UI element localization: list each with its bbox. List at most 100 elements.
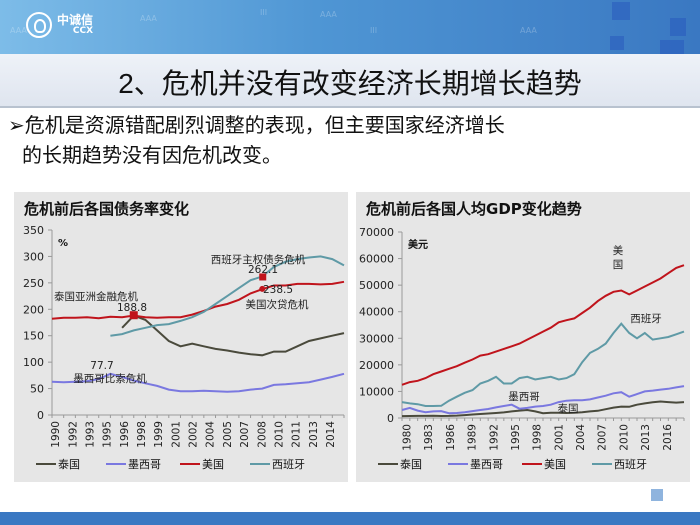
header-banner: AAA AAA III AAA III AAA 中诚信 CCX [0, 0, 700, 54]
x-tick-label: 1999 [153, 421, 165, 448]
y-tick-label: 150 [23, 330, 44, 343]
x-tick-label: 2001 [170, 421, 182, 448]
chart-annotation: 泰国 [558, 402, 579, 415]
x-tick-label: 1998 [136, 421, 148, 448]
x-tick-label: 2016 [662, 424, 674, 451]
title-bar: 2、危机并没有改变经济长期增长趋势 [0, 54, 700, 108]
legend-label: 墨西哥 [470, 458, 503, 471]
header-decoration: AAA [10, 26, 27, 35]
legend-label: 美国 [202, 458, 224, 471]
series-line-spain [110, 255, 345, 337]
x-tick-label: 2010 [273, 421, 285, 448]
crisis-marker [259, 285, 266, 292]
x-tick-label: 1993 [85, 421, 97, 448]
x-tick-label: 1980 [402, 424, 414, 451]
y-tick-label: 0 [387, 412, 394, 425]
chart-annotation: 77.7 [90, 360, 113, 372]
y-tick-label: 40000 [359, 306, 394, 319]
chart-annotation: 262.1 [248, 264, 278, 276]
x-tick-label: 1992 [488, 424, 500, 451]
series-line-mexico [401, 385, 685, 415]
series-line-usa [401, 264, 685, 386]
x-tick-label: 1992 [67, 421, 79, 448]
page-indicator [651, 489, 663, 501]
header-decoration: AAA [520, 26, 537, 35]
y-tick-label: 20000 [359, 359, 394, 372]
chart-annotation: 美国次贷危机 [246, 298, 309, 311]
ccx-logo: 中诚信 CCX [26, 12, 93, 38]
x-tick-label: 2010 [618, 424, 630, 451]
bullet-text-line2: 的长期趋势没有因危机改变。 [22, 143, 282, 167]
logo-chinese-text: 中诚信 [57, 13, 94, 27]
header-decoration [612, 2, 630, 20]
x-tick-label: 2004 [575, 424, 587, 451]
y-axis-unit: 美元 [408, 238, 428, 251]
x-tick-label: 2001 [553, 424, 565, 451]
slide-title: 2、危机并没有改变经济长期增长趋势 [118, 68, 582, 99]
y-tick-label: 350 [23, 224, 44, 237]
x-tick-label: 2002 [188, 421, 200, 448]
y-tick-label: 200 [23, 303, 44, 316]
x-tick-label: 2008 [256, 421, 268, 448]
gdp-per-capita-chart-panel: 危机前后各国人均GDP变化趋势 0 10000 20000 30000 40000 500… [356, 192, 690, 482]
logo-english-text: CCX [72, 26, 94, 36]
footer-bar [0, 512, 700, 525]
series-line-thailand [401, 400, 685, 418]
y-tick-label: 50000 [359, 279, 394, 292]
y-tick-label: 60000 [359, 253, 394, 266]
x-tick-label: 1996 [119, 421, 131, 448]
legend-label: 泰国 [400, 457, 422, 471]
ccx-logo-icon [26, 12, 52, 38]
x-tick-label: 1995 [102, 421, 114, 448]
x-tick-label: 1998 [532, 424, 544, 451]
chart-annotation: 西班牙主权债务危机 [211, 253, 306, 266]
chart-annotation: 墨西哥比索危机 [73, 372, 147, 385]
header-decoration: AAA [320, 10, 337, 19]
legend-label: 西班牙 [272, 458, 305, 471]
gdp-per-capita-chart: 0 10000 20000 30000 40000 50000 60000 70000 1980… [359, 226, 685, 471]
y-tick-label: 10000 [359, 385, 394, 398]
legend-label: 西班牙 [614, 458, 647, 471]
bullet-text-line1: 危机是资源错配剧烈调整的表现，但主要国家经济增长 [24, 113, 505, 137]
header-decoration [660, 40, 684, 54]
x-tick-label: 1983 [423, 424, 435, 451]
chart-annotation: 188.8 [117, 302, 147, 314]
chart-title: 危机前后各国债务率变化 [24, 200, 190, 218]
y-tick-label: 0 [37, 409, 44, 422]
x-tick-label: 2013 [308, 421, 320, 448]
x-tick-label: 2007 [597, 424, 609, 451]
debt-ratio-chart-panel: 危机前后各国债务率变化 0 50 100 150 200 250 300 350 1990 199… [14, 192, 348, 482]
legend-label: 泰国 [58, 457, 80, 471]
header-decoration: III [260, 8, 268, 17]
chart-annotation: 泰国亚洲金融危机 [54, 290, 138, 303]
x-tick-label: 2004 [205, 421, 217, 448]
y-tick-label: 30000 [359, 332, 394, 345]
x-tick-label: 2007 [239, 421, 251, 448]
y-tick-label: 300 [23, 250, 44, 263]
series-line-thailand [121, 314, 345, 357]
y-tick-label: 250 [23, 277, 44, 290]
x-tick-label: 2005 [222, 421, 234, 448]
crisis-marker [259, 273, 267, 281]
bullet-arrow-icon: ➢ [8, 113, 25, 137]
debt-ratio-chart: 0 50 100 150 200 250 300 350 1990 1992 1993 1995 199… [23, 224, 345, 471]
x-tick-label: 1989 [467, 424, 479, 451]
bullet-point: ➢危机是资源错配剧烈调整的表现，但主要国家经济增长 的长期趋势没有因危机改变。 [8, 110, 698, 170]
x-tick-label: 1995 [510, 424, 522, 451]
y-tick-label: 100 [23, 356, 44, 369]
x-tick-label: 1990 [50, 421, 62, 448]
x-tick-label: 2014 [325, 421, 337, 448]
header-decoration: AAA [140, 14, 157, 23]
chart-annotation: 西班牙 [630, 313, 662, 325]
y-axis-unit: % [58, 238, 68, 249]
x-tick-label: 2013 [640, 424, 652, 451]
chart-annotation: 墨西哥 [508, 391, 540, 403]
x-tick-label: 2011 [291, 421, 303, 448]
series-line-spain [401, 322, 685, 407]
chart-annotation: 美国 [613, 244, 624, 271]
header-decoration: III [370, 26, 378, 35]
y-tick-label: 50 [30, 383, 44, 396]
x-tick-label: 1986 [445, 424, 457, 451]
chart-title: 危机前后各国人均GDP变化趋势 [366, 200, 582, 218]
crisis-marker [129, 311, 138, 320]
